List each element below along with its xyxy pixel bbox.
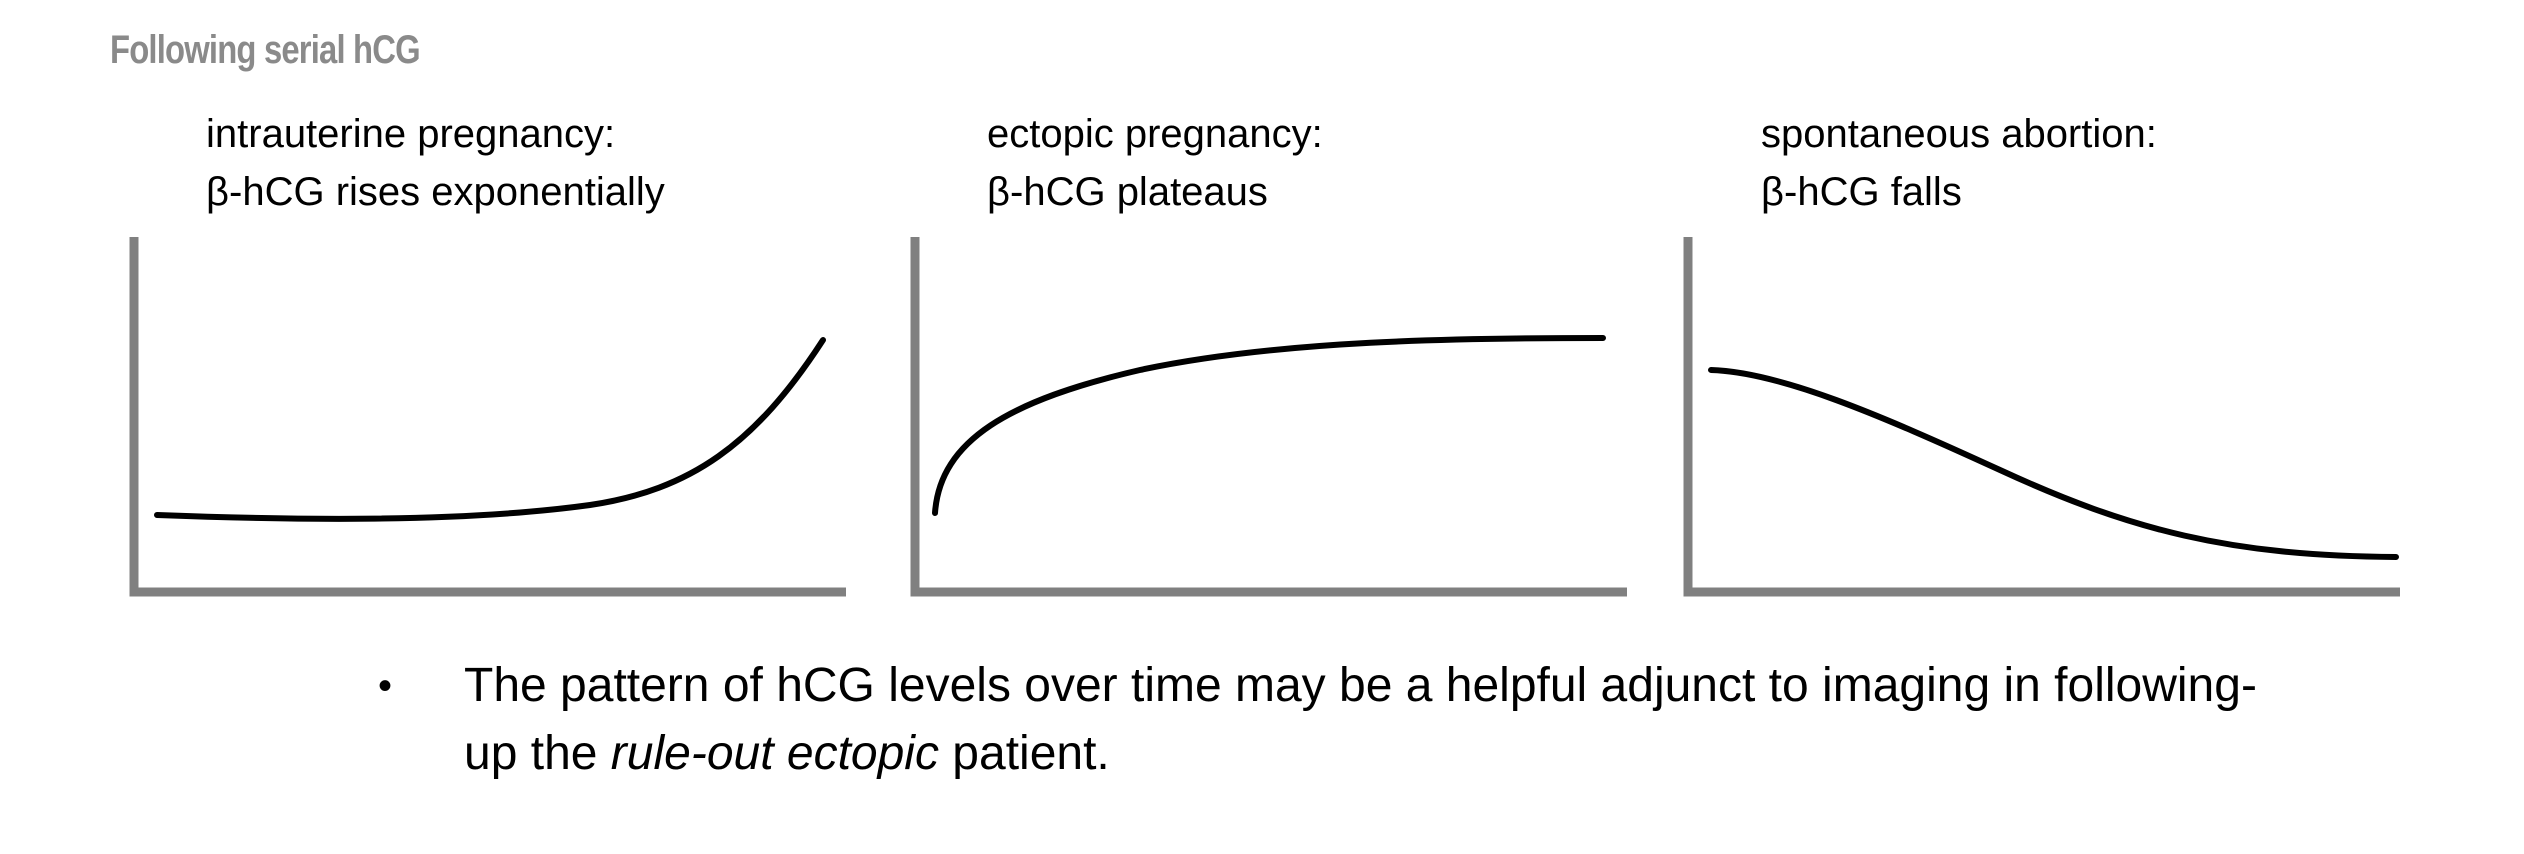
panel-label-line2: β-hCG plateaus: [987, 170, 1268, 214]
bullet-marker: •: [378, 664, 393, 708]
bullet-text-line2-end: patient.: [938, 727, 1110, 780]
panel-ectopic: [910, 237, 1627, 597]
bullet-text-line2: up the rule-out ectopic patient.: [464, 720, 2424, 788]
bullet-text-line1: The pattern of hCG levels over time may …: [464, 659, 2257, 712]
panel-label-ectopic: ectopic pregnancy: β-hCG plateaus: [987, 105, 1323, 221]
panel-label-line1: spontaneous abortion:: [1761, 112, 2157, 156]
section-title: Following serial hCG: [110, 28, 421, 72]
panel-label-line1: intrauterine pregnancy:: [206, 112, 616, 156]
panel-label-line2: β-hCG falls: [1761, 170, 1962, 214]
rising-exponential-curve: [154, 337, 826, 522]
panel-label-line2: β-hCG rises exponentially: [206, 170, 665, 214]
bullet-text-line2-start: up the: [464, 727, 611, 780]
bullet-text-emphasis: rule-out ectopic: [610, 727, 939, 780]
plateau-curve: [932, 335, 1606, 516]
panel-label-line1: ectopic pregnancy:: [987, 112, 1323, 156]
panel-label-abortion: spontaneous abortion: β-hCG falls: [1761, 105, 2157, 221]
panel-label-intrauterine: intrauterine pregnancy: β-hCG rises expo…: [206, 105, 665, 221]
panel-abortion: [1683, 237, 2400, 597]
panel-intrauterine: [129, 237, 846, 597]
falling-curve: [1708, 367, 2399, 560]
bullet-text: The pattern of hCG levels over time may …: [464, 652, 2424, 788]
